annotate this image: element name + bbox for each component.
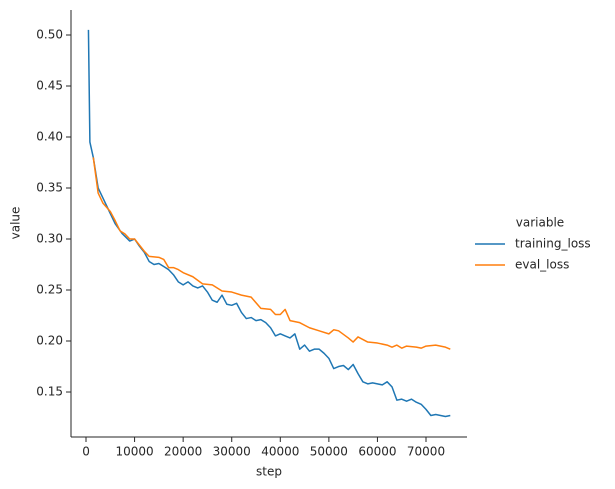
y-axis-label: value [9, 207, 23, 240]
x-tick-label: 50000 [310, 445, 348, 459]
line-series [92, 157, 451, 350]
y-tick-label: 0.20 [36, 334, 63, 348]
y-tick-label: 0.40 [36, 129, 63, 143]
y-tick-label: 0.35 [36, 181, 63, 195]
x-tick-label: 10000 [115, 445, 153, 459]
y-tick-label: 0.15 [36, 385, 63, 399]
x-tick-label: 40000 [261, 445, 299, 459]
y-tick-label: 0.30 [36, 232, 63, 246]
x-axis-label: step [256, 465, 282, 479]
legend-label: eval_loss [515, 258, 569, 272]
x-tick-label: 0 [82, 445, 90, 459]
x-tick-label: 20000 [164, 445, 202, 459]
x-tick-label: 30000 [213, 445, 251, 459]
y-tick-label: 0.45 [36, 78, 63, 92]
y-tick-label: 0.50 [36, 27, 63, 41]
y-tick-label: 0.25 [36, 283, 63, 297]
legend-title: variable [516, 216, 564, 230]
legend-label: training_loss [515, 237, 591, 251]
line-series [87, 29, 451, 418]
x-tick-label: 70000 [407, 445, 445, 459]
x-tick-label: 60000 [358, 445, 396, 459]
